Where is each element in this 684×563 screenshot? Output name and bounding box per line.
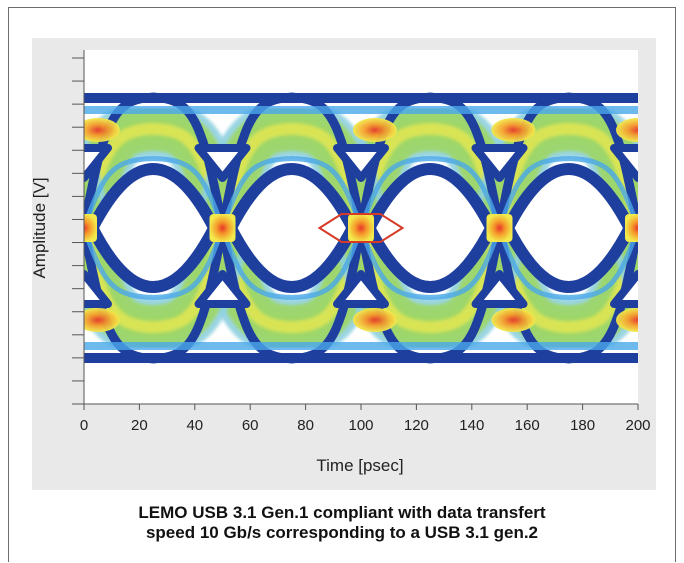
y-axis-label: Amplitude [V] — [30, 177, 50, 278]
x-tick-label: 200 — [625, 417, 650, 434]
crossing-hotspot — [348, 214, 374, 242]
x-tick-label: 140 — [459, 417, 484, 434]
x-tick-label: 40 — [186, 417, 203, 434]
figure-caption-line-2: speed 10 Gb/s corresponding to a USB 3.1… — [0, 522, 684, 543]
eye-density — [29, 97, 684, 359]
crossing-hotspot — [210, 214, 236, 242]
x-tick-label: 180 — [570, 417, 595, 434]
x-tick-label: 80 — [297, 417, 314, 434]
x-tick-label: 100 — [348, 417, 373, 434]
rail-hotspot — [491, 118, 535, 142]
rail-hotspot — [491, 308, 535, 332]
rail-hotspot — [616, 118, 660, 142]
y-ticks — [72, 58, 84, 404]
figure-caption-line-1: LEMO USB 3.1 Gen.1 compliant with data t… — [0, 502, 684, 523]
crossing-hotspot — [487, 214, 513, 242]
rail-hotspot — [353, 308, 397, 332]
x-ticks: 0 20 40 60 80 100 120 140 160 180 200 — [80, 404, 651, 434]
x-tick-label: 160 — [515, 417, 540, 434]
x-tick-label: 0 — [80, 417, 88, 434]
crossing-hotspot — [625, 214, 651, 242]
x-axis-label: Time [psec] — [0, 456, 684, 476]
x-tick-label: 20 — [131, 417, 148, 434]
rail-hotspot — [353, 118, 397, 142]
rail-hotspot — [616, 308, 660, 332]
x-tick-label: 60 — [242, 417, 259, 434]
x-tick-label: 120 — [404, 417, 429, 434]
rail-hotspot — [76, 118, 120, 142]
